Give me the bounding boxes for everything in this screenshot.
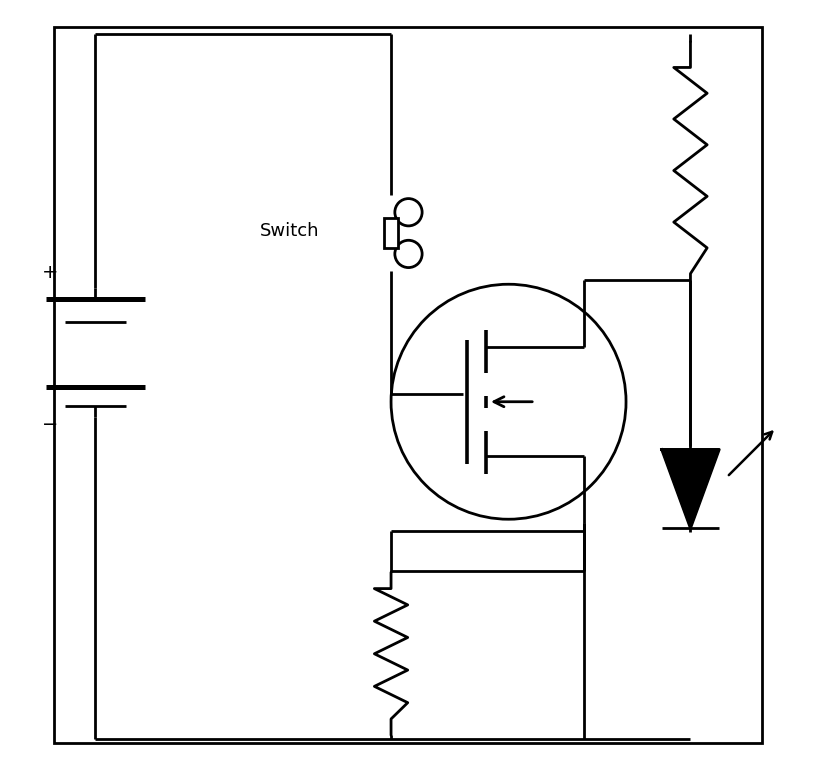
Polygon shape <box>661 449 718 528</box>
Bar <box>384 218 397 249</box>
Text: Switch: Switch <box>260 222 319 240</box>
Text: −: − <box>42 415 58 434</box>
Circle shape <box>395 240 422 268</box>
Circle shape <box>391 284 625 519</box>
Text: +: + <box>42 263 58 283</box>
Circle shape <box>395 199 422 226</box>
